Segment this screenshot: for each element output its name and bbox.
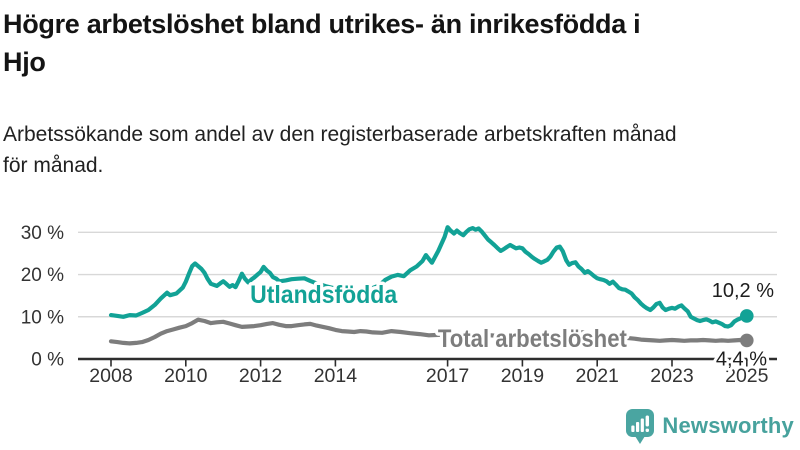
y-axis-label: 0 % (31, 350, 64, 371)
x-axis-label: 2025 (725, 365, 769, 387)
chart-subtitle: Arbetssökande som andel av den registerb… (3, 123, 677, 177)
x-axis-label: 2014 (314, 365, 358, 387)
x-axis-label: 2012 (239, 365, 282, 387)
x-axis-label: 2019 (501, 365, 544, 387)
y-axis-label: 30 % (21, 223, 64, 244)
x-axis-label: 2023 (650, 365, 693, 387)
endpoint-dot (740, 309, 754, 323)
newsworthy-logo-icon (626, 409, 655, 444)
series-line (108, 317, 749, 346)
x-axis-label: 2008 (89, 365, 132, 387)
x-axis-label: 2017 (426, 365, 469, 387)
series-line (108, 225, 749, 329)
end-value-label: 10,2 % (712, 280, 774, 302)
chart-title: Högre arbetslöshet bland utrikes- än inr… (3, 9, 641, 77)
brand-footer: Newsworthy (625, 406, 794, 446)
end-value-label: 4,4 % (716, 349, 767, 371)
series-label: Total arbetslöshet (438, 325, 628, 353)
brand-name: Newsworthy (662, 413, 794, 438)
series-label: Utlandsfödda (250, 281, 398, 309)
y-axis-label: 20 % (21, 265, 64, 286)
endpoint-dot (740, 333, 754, 348)
y-axis-label: 10 % (21, 307, 64, 328)
x-axis-label: 2010 (164, 365, 208, 387)
x-axis-label: 2021 (576, 365, 619, 387)
unemployment-line-chart: 0 % 10 % 20 % 30 % 2008 2010 2012 2014 2017 2019 2… (21, 223, 778, 387)
